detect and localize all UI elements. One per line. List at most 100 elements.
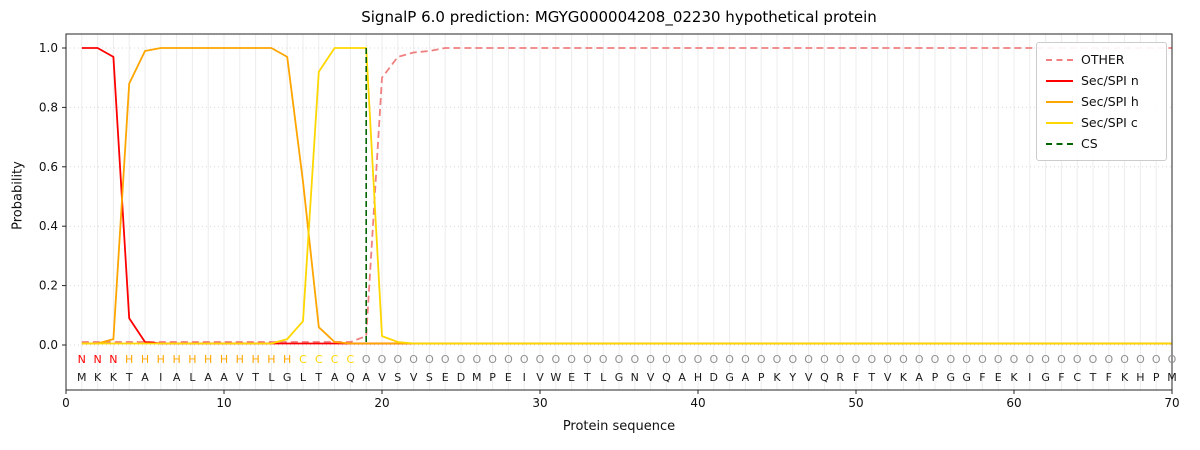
region-label: H — [251, 353, 259, 366]
sequence-letter: T — [125, 371, 133, 384]
region-label: H — [141, 353, 149, 366]
region-label: O — [931, 353, 940, 366]
x-tick-label: 20 — [374, 396, 389, 410]
sequence-letter: E — [568, 371, 575, 384]
y-tick-label: 1.0 — [39, 41, 58, 55]
region-label: O — [1089, 353, 1098, 366]
region-label: O — [504, 353, 513, 366]
sequence-letter: P — [1153, 371, 1160, 384]
sequence-letter: L — [189, 371, 196, 384]
curve-sec-spi-c — [81, 47, 1172, 345]
sec-spi-n-line-sample — [1046, 79, 1073, 82]
region-label: C — [299, 353, 307, 366]
sequence-letter: H — [1136, 371, 1144, 384]
x-tick-label: 10 — [216, 396, 231, 410]
sequence-letter: T — [251, 371, 259, 384]
curve-sec-spi-h — [81, 47, 1172, 345]
region-label: O — [1073, 353, 1082, 366]
sequence-letter: E — [442, 371, 449, 384]
sequence-letter: P — [758, 371, 765, 384]
x-tick-label: 60 — [1006, 396, 1021, 410]
region-label: O — [425, 353, 434, 366]
y-tick-label: 0.0 — [39, 338, 58, 352]
region-label: H — [267, 353, 275, 366]
x-axis-label: Protein sequence — [562, 419, 676, 434]
region-label: O — [694, 353, 703, 366]
x-tick-label: 0 — [62, 396, 70, 410]
region-label: H — [172, 353, 180, 366]
region-label: O — [662, 353, 671, 366]
sequence-letter: M — [1167, 371, 1177, 384]
sequence-letter: D — [457, 371, 465, 384]
region-label: O — [441, 353, 450, 366]
region-label: O — [678, 353, 687, 366]
region-label: O — [852, 353, 861, 366]
region-label: O — [994, 353, 1003, 366]
sequence-letter: Q — [346, 371, 355, 384]
region-label: O — [378, 353, 387, 366]
sequence-letter: T — [1089, 371, 1097, 384]
region-label: O — [409, 353, 418, 366]
sequence-letter: V — [378, 371, 386, 384]
region-label: O — [488, 353, 497, 366]
sequence-letter: F — [853, 371, 859, 384]
region-label: O — [646, 353, 655, 366]
sequence-letter: L — [600, 371, 607, 384]
sequence-letter: K — [773, 371, 781, 384]
sequence-letter: K — [1121, 371, 1129, 384]
region-label: O — [1104, 353, 1113, 366]
region-label: O — [1057, 353, 1066, 366]
region-label: O — [472, 353, 481, 366]
region-label: H — [220, 353, 228, 366]
region-label: O — [630, 353, 639, 366]
sequence-letter: G — [1041, 371, 1050, 384]
region-label: O — [709, 353, 718, 366]
region-label: O — [978, 353, 987, 366]
legend-label: OTHER — [1081, 52, 1125, 67]
legend-item-cs: CS — [1046, 133, 1157, 154]
region-label: O — [1136, 353, 1145, 366]
region-label: O — [583, 353, 592, 366]
region-label: O — [551, 353, 560, 366]
sec-spi-h-line-sample — [1046, 100, 1073, 103]
region-label: O — [567, 353, 576, 366]
sequence-letter: F — [1106, 371, 1112, 384]
legend-label: CS — [1081, 136, 1098, 151]
x-tick-label: 70 — [1164, 396, 1179, 410]
region-label: O — [867, 353, 876, 366]
region-label: O — [804, 353, 813, 366]
region-label: O — [946, 353, 955, 366]
sequence-letter: T — [583, 371, 591, 384]
region-label: N — [78, 353, 86, 366]
y-tick-label: 0.8 — [39, 100, 58, 114]
sequence-letter: G — [615, 371, 624, 384]
sequence-letter: L — [300, 371, 307, 384]
region-label: H — [125, 353, 133, 366]
region-label: H — [236, 353, 244, 366]
sequence-letter: Q — [820, 371, 829, 384]
legend-label: Sec/SPI n — [1081, 73, 1139, 88]
region-label: O — [393, 353, 402, 366]
sequence-letter: G — [962, 371, 971, 384]
region-label: O — [741, 353, 750, 366]
region-label: O — [915, 353, 924, 366]
sequence-letter: C — [1073, 371, 1081, 384]
region-label: O — [820, 353, 829, 366]
sequence-letter: V — [884, 371, 892, 384]
region-label: O — [1025, 353, 1034, 366]
sequence-letter: A — [331, 371, 339, 384]
sequence-letter: F — [979, 371, 985, 384]
sequence-letter: P — [932, 371, 939, 384]
sequence-letter: A — [915, 371, 923, 384]
sequence-letter: K — [110, 371, 118, 384]
x-tick-label: 50 — [848, 396, 863, 410]
region-label: O — [757, 353, 766, 366]
sequence-letter: Y — [788, 371, 796, 384]
legend-item-sec-spi-n: Sec/SPI n — [1046, 70, 1157, 91]
region-label: C — [347, 353, 355, 366]
region-label: O — [899, 353, 908, 366]
sequence-letter: A — [220, 371, 228, 384]
legend: OTHER Sec/SPI n Sec/SPI h Sec/SPI c CS — [1036, 42, 1167, 161]
region-label: O — [457, 353, 466, 366]
